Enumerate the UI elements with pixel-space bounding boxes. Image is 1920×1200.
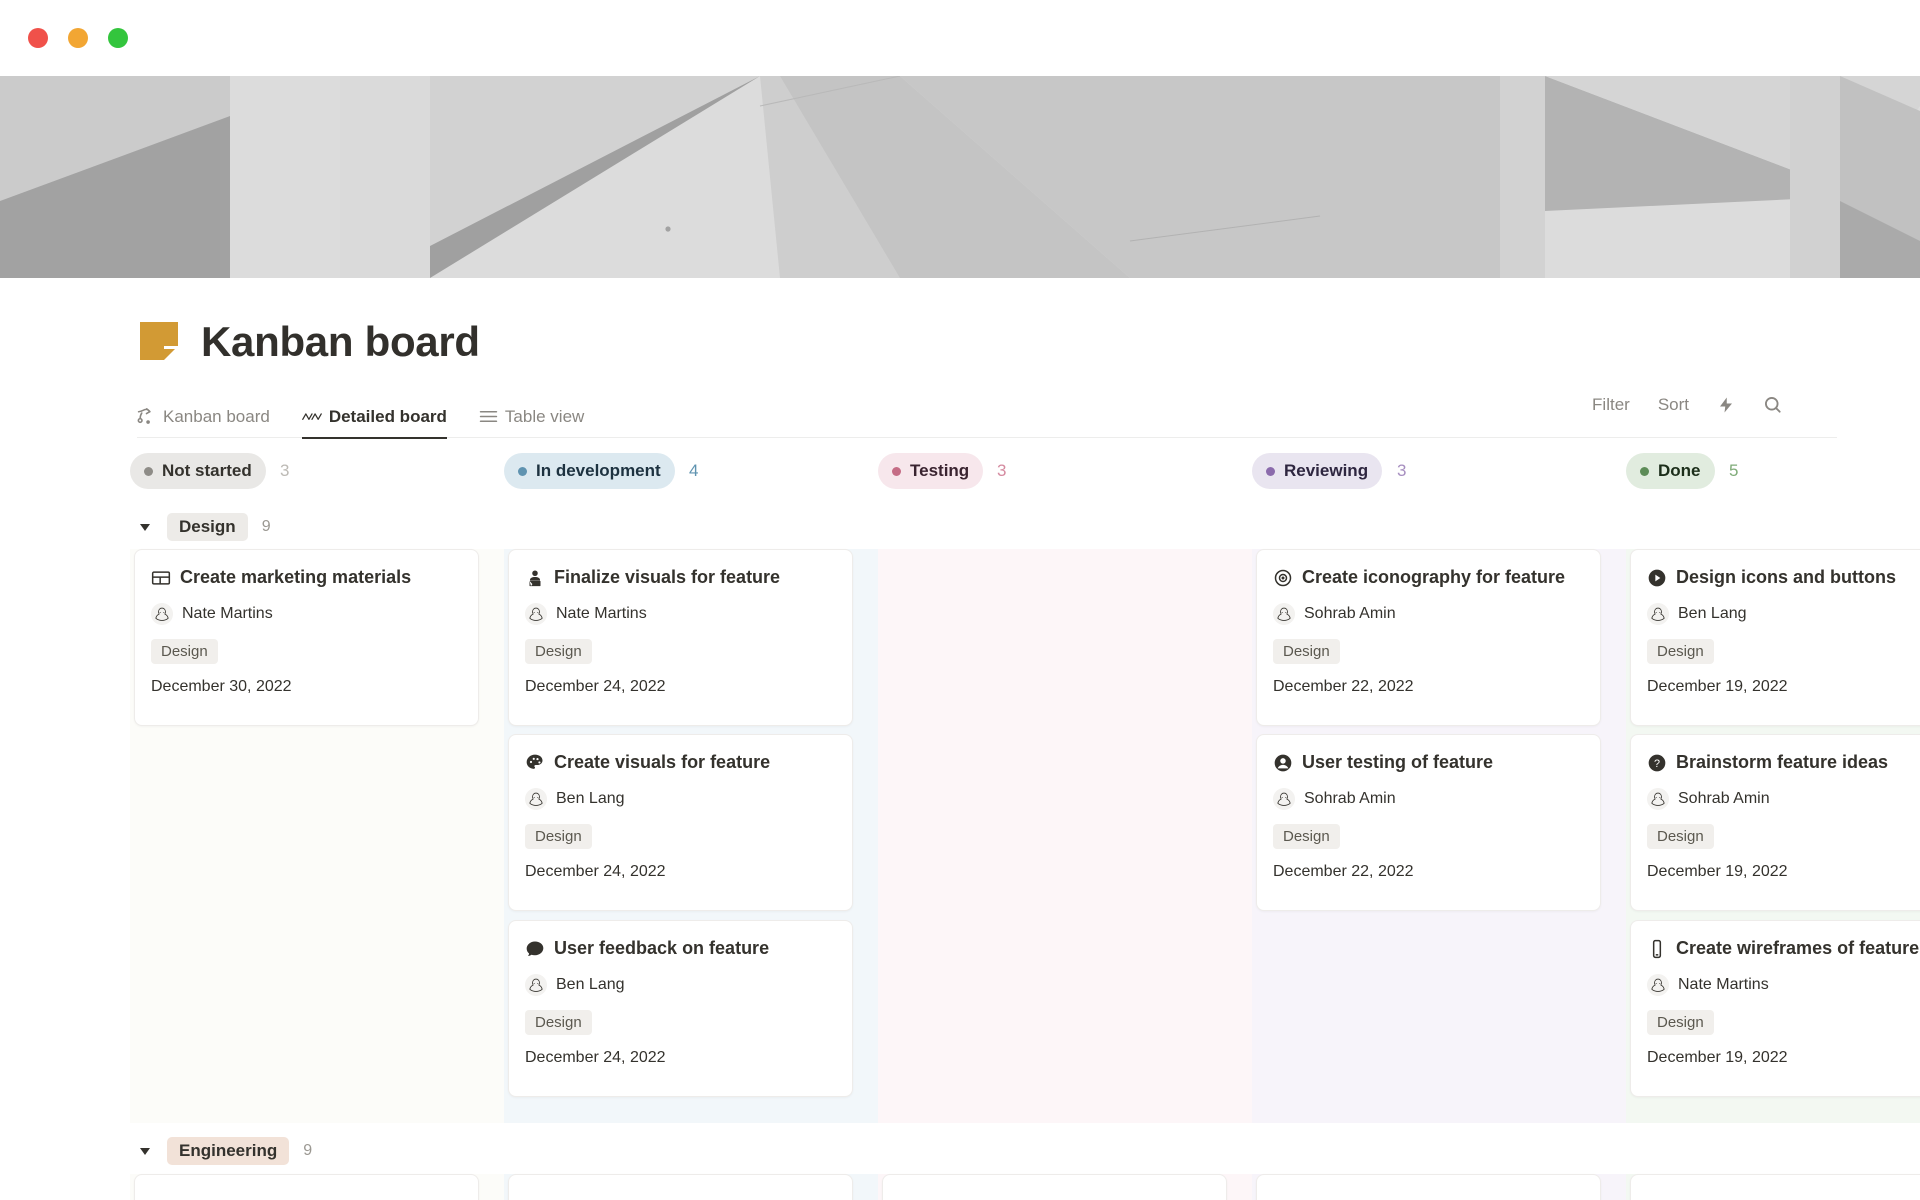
svg-text:?: ? (1654, 758, 1660, 770)
